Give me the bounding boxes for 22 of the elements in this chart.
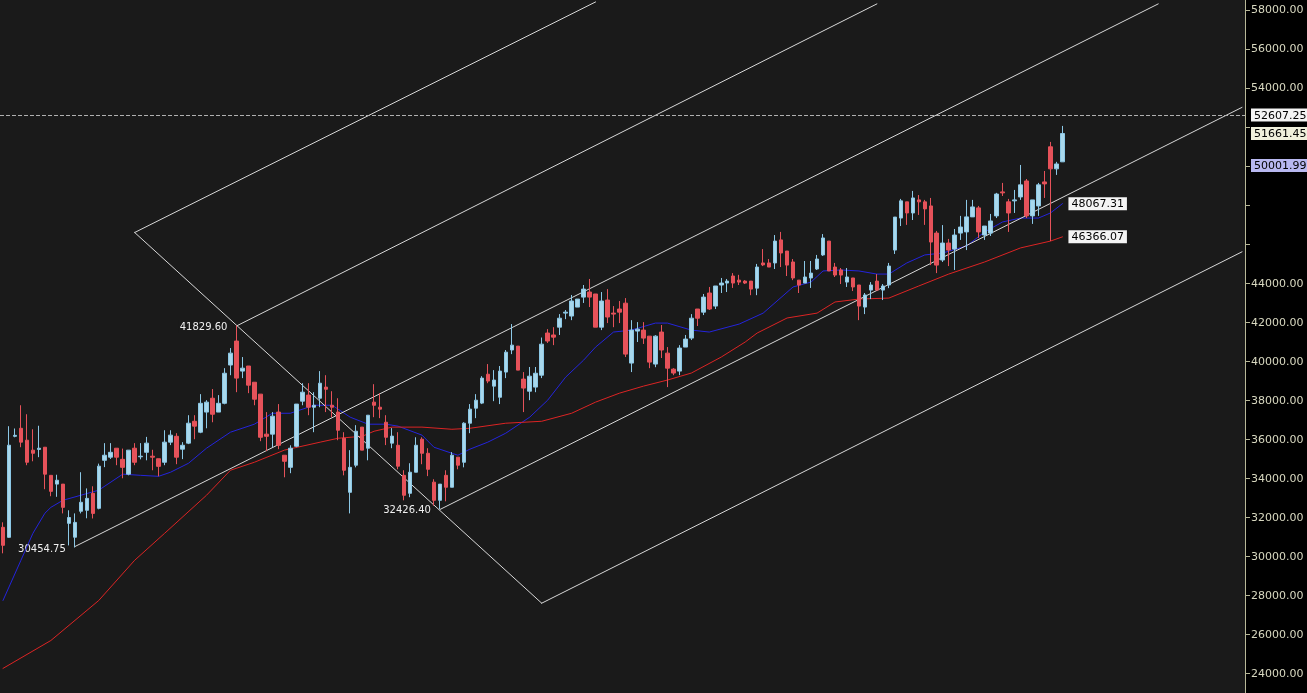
y-tick-label: 44000.00 [1251, 276, 1304, 290]
y-tick-label: 30000.00 [1251, 549, 1304, 563]
y-tick-label: 28000.00 [1251, 588, 1304, 602]
y-tick-label: 26000.00 [1251, 627, 1304, 641]
y-tick-label: 58000.00 [1251, 3, 1304, 17]
y-tick-label: 42000.00 [1251, 315, 1304, 329]
y-tick-label: 36000.00 [1251, 432, 1304, 446]
text: 41829.60 [179, 320, 228, 332]
data-label: 48067.31 [1071, 197, 1124, 211]
y-tick-label: 32000.00 [1251, 510, 1304, 524]
y-tick-label: 56000.00 [1251, 42, 1304, 56]
y-tick-label: 40000.00 [1251, 354, 1304, 368]
data-label: 46366.07 [1071, 230, 1124, 244]
ref-line-label: 52607.25 [1254, 108, 1307, 122]
y-tick-label: 54000.00 [1251, 81, 1304, 95]
y-tick-label: 34000.00 [1251, 471, 1304, 485]
text: 50001.99 [1254, 159, 1307, 172]
y-tick-label: 38000.00 [1251, 393, 1304, 407]
y-tick-label: 24000.00 [1251, 666, 1304, 680]
text: 51661.45 [1254, 127, 1307, 140]
text: 30454.75 [18, 542, 66, 554]
text: 32426.40 [383, 504, 431, 516]
